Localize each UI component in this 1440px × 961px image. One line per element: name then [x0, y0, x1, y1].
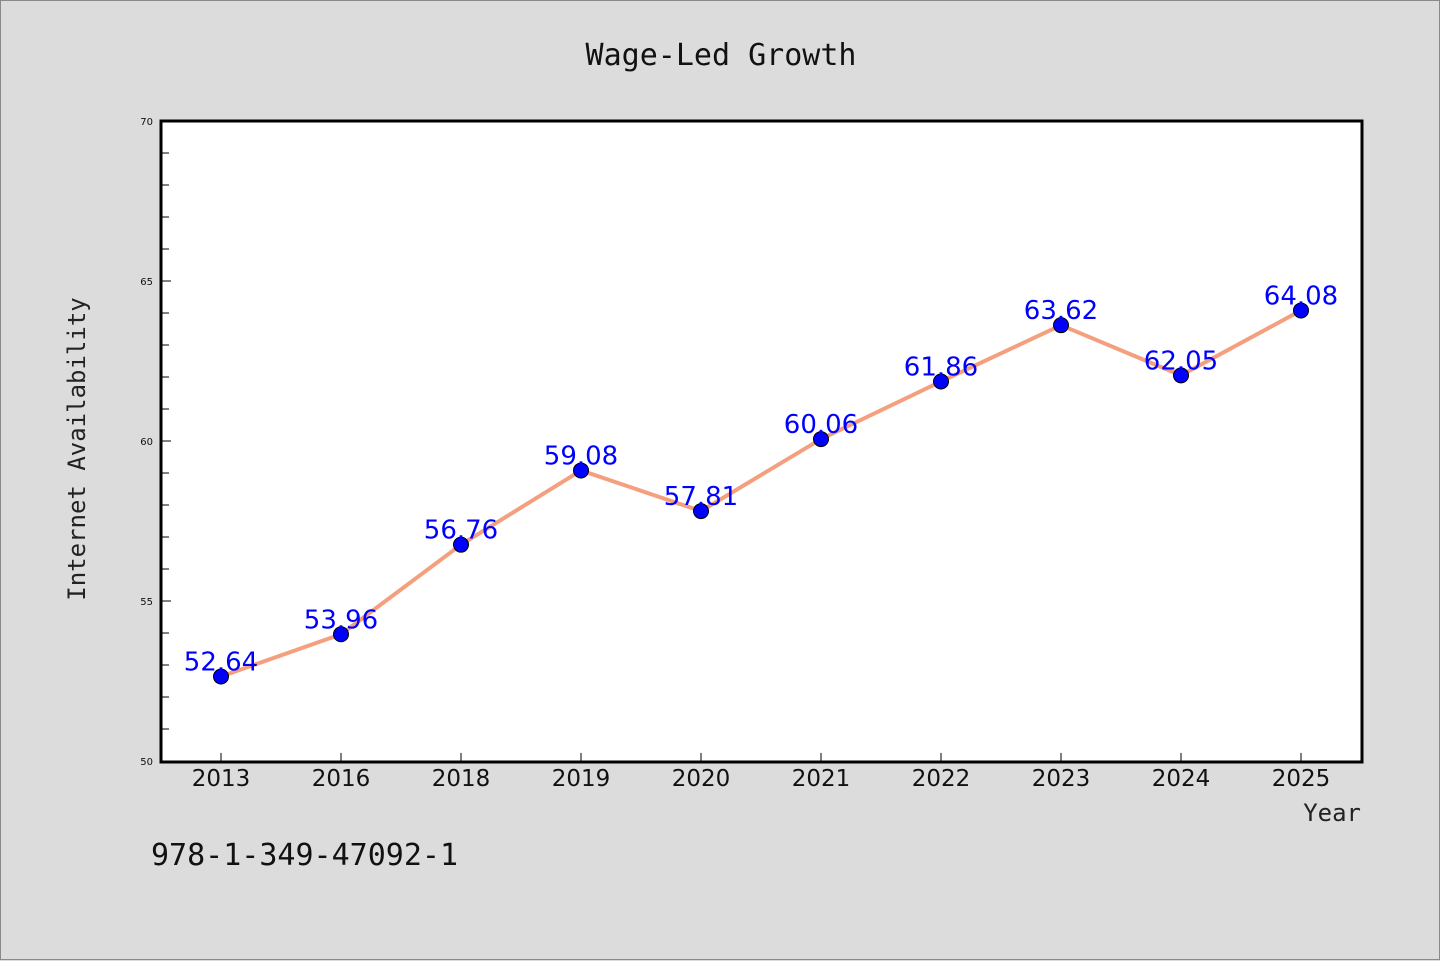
data-labels: 52.64 53.96 56.76 59.08 57.81 60.06 61.86 63.62…	[184, 281, 1338, 677]
data-label: 64.08	[1264, 281, 1338, 311]
data-label: 59.08	[544, 441, 618, 471]
y-tick-label: 50	[140, 757, 153, 768]
data-point	[933, 373, 949, 390]
y-minor-ticks	[161, 120, 171, 762]
data-point	[213, 668, 229, 685]
series-line	[220, 308, 1302, 679]
x-tick-label: 2018	[432, 766, 491, 792]
data-point	[453, 536, 469, 553]
x-tick-label: 2020	[672, 766, 731, 792]
y-tick-label: 70	[140, 117, 153, 128]
data-point	[573, 462, 589, 479]
data-point	[1053, 317, 1069, 334]
data-point	[1293, 302, 1309, 319]
data-label: 61.86	[904, 352, 978, 382]
data-point	[333, 626, 349, 643]
data-label: 57.81	[664, 482, 738, 512]
data-markers	[213, 302, 1309, 685]
x-tick-label: 2023	[1032, 766, 1091, 792]
data-label: 60.06	[784, 410, 858, 440]
data-label: 63.62	[1024, 296, 1098, 326]
x-tick-label: 2025	[1272, 766, 1331, 792]
y-tick-label: 55	[140, 597, 153, 608]
data-label: 56.76	[424, 516, 498, 546]
x-axis-title: Year	[1303, 799, 1361, 827]
x-tick-label: 2019	[552, 766, 611, 792]
x-tick-label: 2013	[192, 766, 251, 792]
x-tick-label: 2021	[792, 766, 851, 792]
data-point	[693, 503, 709, 520]
chart-title: Wage-Led Growth	[586, 38, 857, 73]
data-label: 53.96	[304, 605, 378, 635]
x-tick-label: 2024	[1152, 766, 1211, 792]
data-label: 62.05	[1144, 346, 1218, 376]
x-tick-label: 2022	[912, 766, 971, 792]
data-label: 52.64	[184, 648, 258, 678]
y-tick-label: 60	[140, 437, 153, 448]
y-axis-ticks: 50 55 60 65 70	[140, 117, 153, 768]
y-tick-label: 65	[140, 277, 153, 288]
plot-area	[159, 119, 1364, 764]
data-point	[813, 431, 829, 448]
isbn-text: 978-1-349-47092-1	[151, 838, 458, 873]
y-axis-title: Internet Availability	[63, 297, 91, 600]
x-axis-ticks: 2013 2016 2018 2019 2020 2021 2022 2023 2024 2025	[192, 753, 1331, 792]
data-point	[1173, 367, 1189, 384]
x-tick-label: 2016	[312, 766, 371, 792]
